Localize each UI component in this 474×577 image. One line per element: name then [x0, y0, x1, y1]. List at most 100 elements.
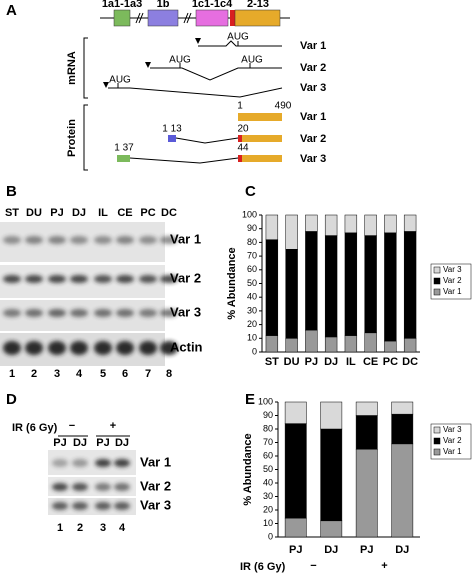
band	[72, 502, 88, 510]
mrna-label: mRNA	[66, 51, 78, 85]
lane-number: 1	[57, 522, 63, 534]
band	[116, 341, 134, 355]
lane-label: ST	[5, 207, 19, 219]
row-label: Var 2	[140, 478, 171, 493]
residue-label: 1	[237, 101, 243, 112]
lane-number: 3	[100, 522, 106, 534]
residue-label: 20	[237, 124, 249, 135]
y-tick-label: 60	[247, 264, 257, 274]
exon-label: 1c1-1c4	[192, 0, 233, 10]
y-tick-label: 60	[263, 450, 273, 460]
bar-segment	[403, 231, 417, 339]
bar-segment	[364, 235, 377, 334]
bar-segment	[324, 214, 338, 236]
lane-number: 7	[145, 368, 151, 380]
x-tick-label: PC	[383, 356, 398, 368]
exon-label: 2-13	[247, 0, 269, 10]
bar-segment	[344, 214, 358, 234]
x-tick-label: DJ	[395, 544, 409, 556]
y-tick-label: 100	[242, 209, 257, 219]
lane-number: 6	[122, 368, 128, 380]
y-tick-label: 30	[247, 305, 257, 315]
x-tick-label: CE	[363, 356, 378, 368]
bar-segment	[320, 428, 343, 522]
x-tick-label: DJ	[324, 544, 338, 556]
lane-label: IL	[98, 207, 108, 219]
band	[94, 236, 112, 244]
band	[3, 309, 21, 317]
legend-label: Var 3	[443, 425, 462, 434]
bar-segment	[364, 214, 377, 236]
y-tick-label: 30	[263, 491, 273, 501]
codon-label: AUG	[227, 32, 249, 43]
band	[52, 483, 68, 491]
bar-segment	[265, 239, 279, 336]
y-tick-label: 20	[263, 504, 273, 514]
band	[95, 459, 111, 467]
band	[48, 236, 66, 244]
x-group-label: +	[381, 560, 387, 572]
band	[25, 275, 43, 283]
band	[116, 275, 134, 283]
x-tick-label: DU	[284, 356, 300, 368]
y-tick-label: 80	[263, 423, 273, 433]
variant-label: Var 1	[300, 40, 326, 52]
bar-segment	[384, 232, 397, 342]
codon-label: AUG	[241, 55, 263, 66]
y-tick-label: 40	[247, 292, 257, 302]
row-label: Var 1	[140, 454, 171, 469]
band	[48, 341, 66, 355]
x-tick-label: DJ	[324, 356, 338, 368]
y-tick-label: 0	[268, 531, 273, 541]
legend-label: Var 3	[443, 265, 462, 274]
band	[160, 236, 178, 244]
bar-segment	[355, 449, 378, 538]
exon-label: 1a1-1a3	[102, 0, 142, 10]
band	[48, 275, 66, 283]
band	[139, 341, 157, 355]
bar-segment	[384, 340, 397, 353]
protein-label: Protein	[66, 119, 78, 157]
bar-segment	[344, 232, 358, 336]
band	[160, 275, 178, 283]
lane-label: DJ	[73, 437, 87, 449]
panel-label: B	[6, 183, 17, 200]
variant-label: Var 2	[300, 133, 326, 145]
x-tick-label: IL	[346, 356, 356, 368]
residue-label: 44	[237, 143, 249, 154]
y-tick-label: 90	[247, 223, 257, 233]
row-label: Var 3	[170, 304, 201, 319]
treatment-label: IR (6 Gy)	[12, 422, 58, 434]
band	[70, 275, 88, 283]
legend-swatch	[433, 288, 441, 296]
bar-segment	[305, 231, 318, 331]
legend-swatch	[433, 437, 441, 445]
bar-segment	[364, 332, 377, 353]
residue-label: 490	[275, 101, 292, 112]
y-tick-label: 10	[247, 333, 257, 343]
lane-label: DC	[161, 207, 177, 219]
band	[95, 502, 111, 510]
bar-segment	[265, 335, 279, 353]
band	[52, 502, 68, 510]
panel-label: E	[245, 391, 255, 408]
legend-swatch	[433, 266, 441, 274]
bar-segment	[403, 214, 417, 232]
variant-label: Var 3	[300, 82, 326, 94]
bar-segment	[324, 336, 338, 353]
band	[72, 459, 88, 467]
lane-number: 4	[119, 522, 126, 534]
band	[116, 236, 134, 244]
legend-box	[430, 263, 472, 300]
residue-label: 1 13	[162, 124, 182, 135]
variant-label: Var 3	[300, 153, 326, 165]
x-group-label: −	[310, 560, 316, 572]
bar-segment	[265, 214, 279, 240]
x-group-title: IR (6 Gy)	[240, 561, 286, 573]
band	[52, 459, 68, 467]
band	[160, 341, 178, 355]
bar-segment	[284, 423, 307, 519]
gene-diagram	[83, 9, 290, 171]
band	[94, 275, 112, 283]
